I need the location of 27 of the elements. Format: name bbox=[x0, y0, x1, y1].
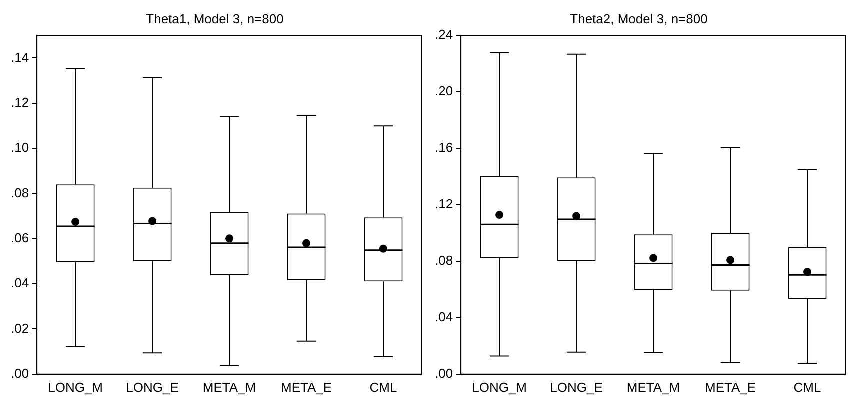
y-tick-label: .20 bbox=[434, 84, 454, 99]
y-tick-label: .14 bbox=[10, 50, 30, 65]
y-tick-label: .00 bbox=[434, 366, 454, 381]
x-tick-label: LONG_E bbox=[126, 380, 180, 395]
y-tick-label: .16 bbox=[434, 140, 454, 156]
y-tick-label: .12 bbox=[10, 94, 30, 110]
y-tick-label: .06 bbox=[10, 230, 30, 246]
chart-title: Theta1, Model 3, n=800 bbox=[146, 11, 284, 26]
y-tick-label: .08 bbox=[10, 185, 30, 200]
x-tick-label: LONG_M bbox=[472, 380, 528, 395]
x-tick-label: LONG_E bbox=[550, 380, 604, 395]
x-tick-label: CML bbox=[370, 380, 398, 395]
y-tick-label: .10 bbox=[10, 140, 30, 156]
y-tick-label: .12 bbox=[434, 196, 454, 212]
x-tick-label: META_M bbox=[626, 380, 680, 395]
chart-title: Theta2, Model 3, n=800 bbox=[570, 11, 708, 26]
y-tick-label: .24 bbox=[434, 27, 454, 42]
x-tick-label: CML bbox=[794, 380, 822, 395]
x-tick-label: META_E bbox=[704, 380, 756, 395]
y-tick-label: .00 bbox=[10, 366, 30, 381]
y-tick-label: .04 bbox=[434, 310, 454, 325]
y-tick-label: .02 bbox=[10, 320, 30, 336]
x-tick-label: META_E bbox=[280, 380, 332, 395]
y-tick-label: .04 bbox=[10, 276, 30, 291]
x-tick-label: LONG_M bbox=[48, 380, 104, 395]
y-tick-label: .08 bbox=[434, 253, 454, 268]
x-tick-label: META_M bbox=[202, 380, 256, 395]
